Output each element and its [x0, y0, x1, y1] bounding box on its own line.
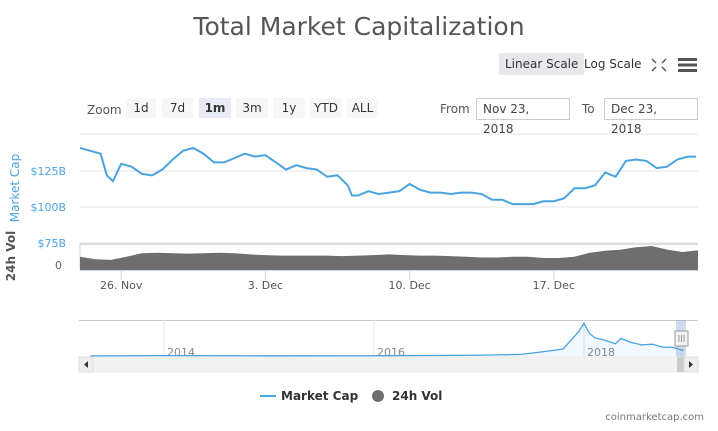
fullscreen-icon[interactable]	[650, 57, 668, 73]
linear-scale-button[interactable]: Linear Scale	[499, 53, 585, 75]
market-cap-line	[79, 146, 696, 206]
from-date-input[interactable]: Nov 23, 2018	[476, 98, 570, 136]
legend-volume-marker	[372, 390, 384, 402]
menu-icon[interactable]	[678, 57, 697, 73]
y-tick-label: $100B	[30, 201, 66, 214]
legend: Market Cap 24h Vol	[260, 389, 442, 403]
zoom-3m-button[interactable]: 3m	[236, 98, 268, 118]
arrow-right-icon	[689, 361, 693, 368]
scrollbar-thumb[interactable]	[677, 357, 685, 372]
y-axis-title-market-cap: Market Cap	[8, 154, 22, 222]
x-tick-label: 3. Dec	[248, 279, 283, 292]
navigator-handle-grip	[678, 335, 685, 342]
y-tick-label: $75B	[37, 237, 66, 250]
chart-title: Total Market Capitalization	[193, 12, 525, 41]
y-axis-title-volume: 24h Vol	[4, 231, 18, 281]
navigator-background	[79, 320, 698, 357]
legend-market-cap[interactable]: Market Cap	[281, 389, 359, 403]
x-tick-label: 10. Dec	[388, 279, 430, 292]
y-tick-volume-0: 0	[55, 259, 62, 272]
legend-volume[interactable]: 24h Vol	[392, 389, 442, 403]
zoom-ytd-button[interactable]: YTD	[310, 98, 342, 118]
navigator-area	[90, 323, 684, 357]
x-tick-label: 17. Dec	[533, 279, 575, 292]
volume-area	[80, 246, 698, 270]
navigator-line	[90, 321, 684, 357]
log-scale-button[interactable]: Log Scale	[584, 57, 642, 71]
arrow-left-icon	[84, 361, 88, 368]
to-label: To	[582, 102, 595, 116]
zoom-all-button[interactable]: ALL	[347, 98, 378, 118]
navigator-tick-label: 2018	[587, 346, 615, 359]
zoom-1m-button[interactable]: 1m	[199, 98, 231, 118]
scrollbar-track[interactable]	[78, 356, 699, 373]
from-label: From	[440, 102, 470, 116]
credit-link[interactable]: coinmarketcap.com	[605, 412, 704, 423]
to-date-input[interactable]: Dec 23, 2018	[604, 98, 698, 136]
zoom-1y-button[interactable]: 1y	[273, 98, 305, 118]
zoom-1d-button[interactable]: 1d	[126, 98, 156, 118]
y-tick-label: $125B	[30, 165, 66, 178]
zoom-7d-button[interactable]: 7d	[162, 98, 193, 118]
zoom-label: Zoom	[87, 103, 122, 117]
x-tick-label: 26. Nov	[100, 279, 143, 292]
